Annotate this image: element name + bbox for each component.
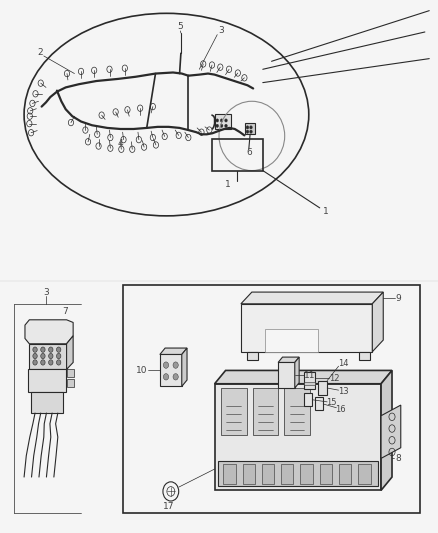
- Bar: [212, 139, 263, 171]
- Bar: [218, 461, 378, 486]
- Polygon shape: [381, 370, 392, 490]
- Polygon shape: [247, 352, 258, 360]
- Polygon shape: [67, 336, 73, 369]
- Bar: [215, 114, 231, 129]
- Circle shape: [57, 347, 61, 352]
- Bar: [339, 464, 351, 484]
- Circle shape: [173, 362, 178, 368]
- Bar: [281, 464, 293, 484]
- Text: 12: 12: [329, 374, 339, 383]
- Circle shape: [220, 119, 223, 122]
- Text: 3: 3: [43, 288, 49, 296]
- Circle shape: [220, 124, 223, 127]
- Bar: [320, 464, 332, 484]
- Polygon shape: [31, 392, 63, 413]
- Polygon shape: [160, 354, 182, 386]
- Bar: [284, 388, 310, 435]
- Bar: [304, 382, 315, 385]
- Bar: [223, 464, 236, 484]
- Bar: [123, 285, 420, 513]
- Polygon shape: [278, 362, 295, 388]
- Text: 2: 2: [38, 48, 43, 56]
- Circle shape: [49, 347, 53, 352]
- Text: 7: 7: [62, 308, 68, 316]
- Circle shape: [57, 353, 61, 359]
- Polygon shape: [359, 352, 370, 360]
- Polygon shape: [215, 384, 381, 490]
- Circle shape: [49, 360, 53, 365]
- Circle shape: [250, 130, 252, 133]
- Bar: [304, 393, 312, 406]
- Bar: [243, 464, 255, 484]
- Text: 15: 15: [326, 399, 337, 407]
- Polygon shape: [29, 344, 67, 369]
- Circle shape: [163, 374, 169, 380]
- Polygon shape: [25, 320, 73, 344]
- Text: 4: 4: [118, 140, 123, 148]
- Polygon shape: [295, 357, 299, 388]
- Text: 1: 1: [323, 207, 329, 215]
- Bar: [304, 372, 315, 389]
- Circle shape: [216, 124, 219, 127]
- Text: 5: 5: [177, 22, 184, 31]
- Bar: [221, 388, 247, 435]
- Circle shape: [33, 353, 37, 359]
- Polygon shape: [241, 292, 383, 304]
- Circle shape: [41, 353, 45, 359]
- Bar: [358, 464, 371, 484]
- Text: 6: 6: [246, 149, 252, 157]
- Circle shape: [33, 347, 37, 352]
- Polygon shape: [381, 405, 401, 458]
- Text: 10: 10: [136, 366, 147, 375]
- Bar: [318, 381, 327, 395]
- Polygon shape: [28, 369, 66, 392]
- Circle shape: [173, 374, 178, 380]
- Bar: [300, 464, 313, 484]
- Polygon shape: [372, 292, 383, 352]
- Bar: [262, 464, 274, 484]
- Circle shape: [49, 353, 53, 359]
- Polygon shape: [215, 370, 392, 384]
- Polygon shape: [182, 348, 187, 386]
- Circle shape: [216, 119, 219, 122]
- Bar: [245, 123, 255, 134]
- Circle shape: [225, 119, 227, 122]
- Polygon shape: [160, 348, 187, 354]
- Circle shape: [41, 347, 45, 352]
- Polygon shape: [265, 329, 318, 352]
- Text: 3: 3: [218, 27, 224, 35]
- Circle shape: [225, 124, 227, 127]
- Circle shape: [246, 126, 249, 129]
- Circle shape: [250, 126, 252, 129]
- Text: 8: 8: [396, 454, 402, 463]
- Circle shape: [57, 360, 61, 365]
- Text: 9: 9: [396, 294, 402, 303]
- Text: 11: 11: [304, 371, 315, 379]
- Circle shape: [41, 360, 45, 365]
- Text: 17: 17: [163, 502, 174, 511]
- Polygon shape: [278, 357, 299, 362]
- Circle shape: [33, 360, 37, 365]
- Bar: [67, 369, 74, 377]
- Circle shape: [246, 130, 249, 133]
- Bar: [67, 379, 74, 387]
- Text: 16: 16: [336, 405, 346, 414]
- Circle shape: [163, 362, 169, 368]
- Bar: [315, 397, 323, 410]
- Bar: [253, 388, 278, 435]
- Polygon shape: [241, 304, 372, 352]
- Text: 13: 13: [339, 387, 349, 395]
- Text: 1: 1: [225, 181, 231, 189]
- Text: 14: 14: [339, 359, 349, 368]
